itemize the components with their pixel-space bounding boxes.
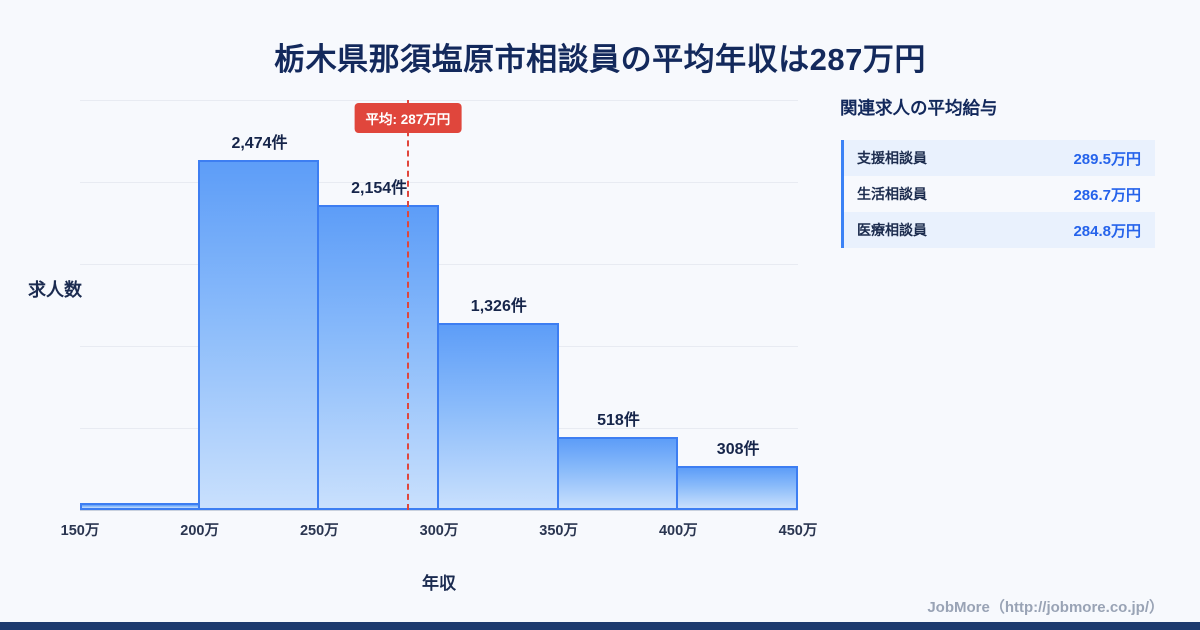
- x-tick-label: 400万: [658, 523, 698, 539]
- x-tick-label: 450万: [778, 523, 818, 539]
- job-salary: 286.7万円: [1073, 186, 1141, 204]
- x-axis-baseline: [80, 510, 798, 511]
- histogram-bar: [197, 160, 320, 510]
- job-salary: 284.8万円: [1073, 222, 1141, 240]
- plot-area: 2,474件 2,154件 1,326件 518件 308件: [80, 100, 798, 511]
- average-line: [406, 100, 409, 510]
- related-job-row: 支援相談員 289.5万円: [844, 140, 1155, 176]
- job-salary: 289.5万円: [1073, 150, 1141, 168]
- y-axis-label: 求人数: [28, 280, 82, 300]
- related-jobs-table: 支援相談員 289.5万円生活相談員 286.7万円医療相談員 284.8万円: [841, 140, 1155, 248]
- gridline: [80, 264, 798, 265]
- x-tick-label: 350万: [539, 523, 579, 539]
- job-title: 生活相談員: [857, 186, 927, 202]
- histogram-bar: [556, 437, 679, 510]
- bar-value-label: 308件: [716, 441, 760, 458]
- page-title: 栃木県那須塩原市相談員の平均年収は287万円: [274, 42, 926, 77]
- x-axis-ticks: 150万 200万 250万 300万 350万 400万 450万: [61, 519, 818, 541]
- bar-value-label: 2,154件: [351, 180, 408, 197]
- x-axis-label: 年収: [422, 574, 456, 593]
- bar-value-label: 2,474件: [231, 135, 288, 152]
- footer-credit: JobMore（http://jobmore.co.jp/）: [927, 599, 1164, 616]
- histogram-bar: [437, 323, 559, 510]
- gridline: [80, 100, 798, 101]
- x-tick-label: 250万: [299, 523, 339, 539]
- x-tick-label: 150万: [60, 523, 100, 539]
- job-title: 支援相談員: [857, 150, 927, 166]
- bar-value-label: 1,326件: [470, 298, 527, 315]
- histogram-bar: [676, 466, 798, 510]
- related-jobs-panel-title: 関連求人の平均給与: [840, 98, 998, 118]
- x-tick-label: 300万: [419, 523, 459, 539]
- bottom-accent-bar: [0, 622, 1200, 630]
- average-badge: 平均: 287万円: [354, 103, 462, 133]
- related-job-row: 生活相談員 286.7万円: [844, 176, 1155, 212]
- related-job-row: 医療相談員 284.8万円: [844, 212, 1155, 248]
- gridline: [80, 182, 798, 183]
- histogram-chart: 2,474件 2,154件 1,326件 518件 308件: [80, 100, 798, 511]
- histogram-bar: [80, 503, 200, 510]
- job-title: 医療相談員: [857, 222, 927, 238]
- histogram-bar: [317, 205, 439, 510]
- x-tick-label: 200万: [180, 523, 220, 539]
- bar-value-label: 518件: [597, 412, 640, 429]
